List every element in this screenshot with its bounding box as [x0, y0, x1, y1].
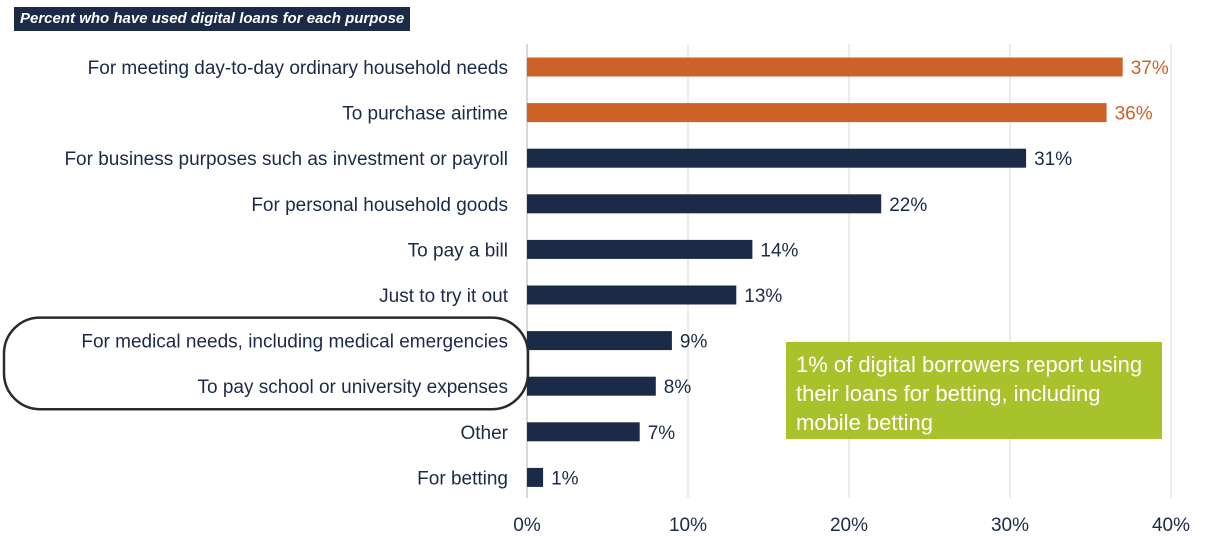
category-label: Other	[460, 423, 508, 444]
x-tick-label: 0%	[513, 515, 541, 536]
bar	[527, 239, 753, 259]
x-tick-label: 40%	[1152, 515, 1190, 536]
x-tick-label: 10%	[669, 515, 707, 536]
bar	[527, 57, 1123, 77]
bar	[527, 148, 1027, 168]
category-label: To pay school or university expenses	[198, 377, 509, 398]
category-label: For personal household goods	[251, 195, 508, 216]
bar	[527, 194, 882, 214]
betting-annotation: 1% of digital borrowers report using the…	[786, 342, 1162, 439]
value-label: 9%	[680, 332, 708, 353]
bar	[527, 285, 737, 305]
category-label: For business purposes such as investment…	[64, 149, 508, 170]
category-label: For meeting day-to-day ordinary househol…	[88, 58, 508, 79]
value-label: 36%	[1115, 104, 1153, 125]
value-label: 31%	[1034, 149, 1072, 170]
value-label: 8%	[664, 377, 692, 398]
bar	[527, 103, 1107, 123]
bar	[527, 331, 672, 351]
highlight-circle	[2, 316, 530, 411]
value-label: 7%	[648, 423, 676, 444]
value-label: 22%	[889, 195, 927, 216]
bar	[527, 422, 640, 442]
value-label: 37%	[1131, 58, 1169, 79]
chart-title: Percent who have used digital loans for …	[14, 7, 411, 31]
value-label: 14%	[760, 240, 798, 261]
category-label: To purchase airtime	[342, 104, 508, 125]
category-label: For betting	[417, 468, 508, 489]
category-label: For medical needs, including medical eme…	[81, 332, 508, 353]
value-label: 13%	[744, 286, 782, 307]
category-label: To pay a bill	[408, 240, 508, 261]
category-label: Just to try it out	[379, 286, 509, 307]
bar	[527, 376, 656, 396]
x-tick-label: 20%	[830, 515, 868, 536]
value-label: 1%	[551, 468, 579, 489]
bar	[527, 467, 544, 487]
x-tick-label: 30%	[991, 515, 1029, 536]
